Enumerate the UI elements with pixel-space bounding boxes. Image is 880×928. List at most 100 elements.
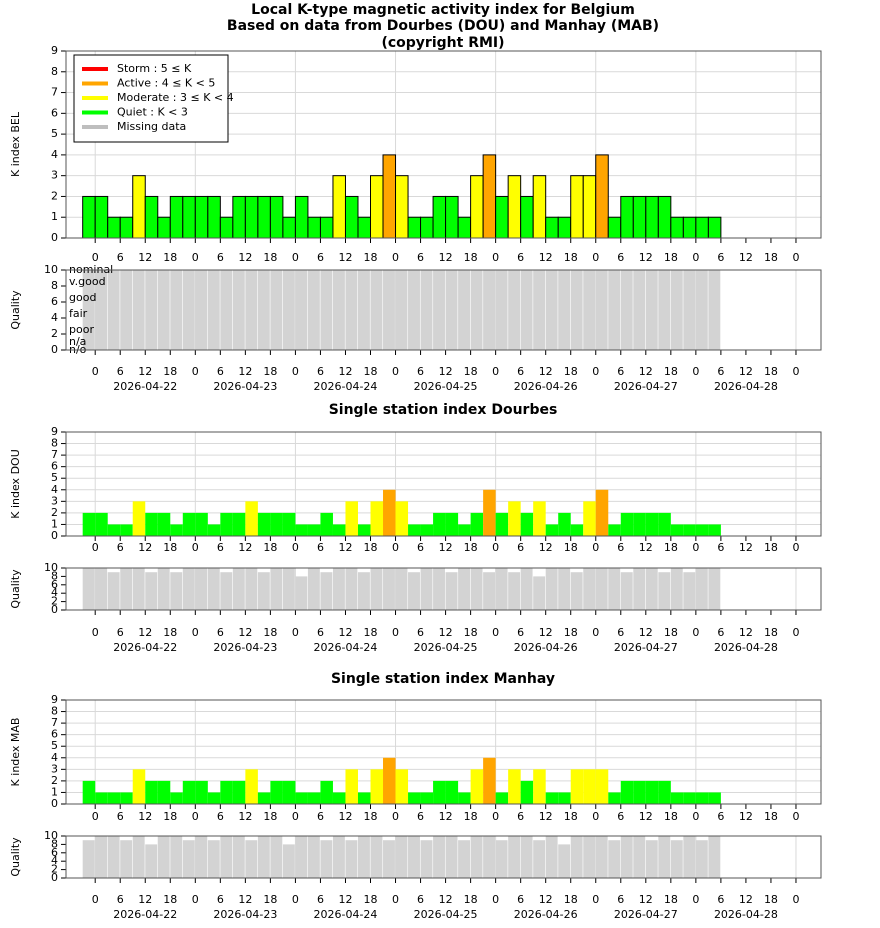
x-tick-label: 18 — [464, 541, 478, 554]
k-bar — [207, 792, 221, 804]
x-tick-label: 12 — [739, 626, 753, 639]
k-bar — [495, 512, 509, 536]
k-bar — [282, 216, 296, 239]
quality-bar — [695, 270, 708, 350]
x-tick-label: 12 — [238, 893, 252, 906]
quality-bar — [282, 844, 295, 878]
date-label: 2026-04-28 — [714, 641, 778, 654]
y-tick-label: 0 — [51, 603, 58, 616]
quality-bar — [608, 840, 621, 878]
k-bar — [370, 175, 384, 239]
y-tick-label: 0 — [51, 871, 58, 884]
quality-bar — [420, 568, 433, 610]
quality-bar — [458, 270, 471, 350]
k-bar — [620, 780, 634, 804]
k-bar — [420, 792, 434, 804]
quality-bar — [570, 836, 583, 878]
k-bar — [645, 195, 659, 239]
y-tick-label: 9 — [51, 425, 58, 438]
k-bar — [245, 769, 258, 804]
quality-level-label: good — [69, 291, 96, 304]
quality-bar — [558, 844, 571, 878]
x-tick-label: 0 — [492, 893, 499, 906]
k-bar — [483, 489, 496, 536]
k-bar — [708, 524, 721, 536]
legend-label: Missing data — [117, 120, 186, 133]
quality-bar — [683, 836, 696, 878]
quality-bar — [658, 270, 671, 350]
quality-bar — [157, 568, 170, 610]
k-bar — [170, 792, 183, 804]
quality-bar — [145, 844, 158, 878]
y-tick-label: 2 — [51, 863, 58, 876]
k-bar — [332, 524, 346, 536]
quality-bar — [257, 836, 270, 878]
quality-bar — [320, 270, 333, 350]
quality-bar — [558, 270, 571, 350]
x-tick-label: 6 — [517, 810, 524, 823]
x-tick-label: 6 — [517, 365, 524, 378]
quality-level-label: n/a — [69, 335, 86, 348]
quality-bar — [182, 840, 195, 878]
quality-bar — [645, 270, 658, 350]
k-bar — [658, 512, 671, 536]
x-tick-label: 6 — [517, 251, 524, 264]
x-tick-label: 0 — [292, 893, 299, 906]
x-tick-label: 0 — [592, 251, 599, 264]
y-tick-label: 6 — [51, 578, 58, 591]
y-tick-label: 8 — [51, 705, 58, 718]
quality-bar — [95, 568, 108, 610]
quality-bar — [470, 568, 483, 610]
quality-bar — [257, 270, 270, 350]
quality-bar — [332, 270, 345, 350]
x-tick-label: 6 — [717, 893, 724, 906]
x-tick-label: 12 — [439, 541, 453, 554]
x-tick-label: 6 — [617, 893, 624, 906]
x-tick-label: 0 — [692, 893, 699, 906]
x-tick-label: 0 — [592, 626, 599, 639]
x-tick-label: 12 — [338, 251, 352, 264]
quality-bar — [558, 568, 571, 610]
k-bar — [458, 524, 471, 536]
x-tick-label: 12 — [238, 810, 252, 823]
y-tick-label: 2 — [51, 189, 58, 202]
x-tick-label: 18 — [464, 893, 478, 906]
x-tick-label: 18 — [664, 251, 678, 264]
quality-bar — [645, 840, 658, 878]
x-tick-label: 12 — [238, 626, 252, 639]
quality-bar — [195, 270, 208, 350]
x-tick-label: 0 — [392, 810, 399, 823]
k-bar — [232, 780, 246, 804]
x-tick-label: 12 — [238, 365, 252, 378]
x-tick-label: 12 — [138, 365, 152, 378]
k-bar — [107, 216, 121, 239]
x-tick-label: 12 — [439, 810, 453, 823]
x-tick-label: 18 — [263, 626, 277, 639]
y-tick-label: 5 — [51, 471, 58, 484]
y-tick-label: 10 — [44, 561, 58, 574]
quality-bar — [620, 270, 633, 350]
y-tick-label: 6 — [51, 460, 58, 473]
y-tick-label: 4 — [51, 483, 58, 496]
quality-bar — [120, 568, 133, 610]
x-tick-label: 0 — [92, 810, 99, 823]
k-bar — [532, 175, 547, 239]
x-tick-label: 12 — [539, 365, 553, 378]
x-tick-label: 0 — [492, 626, 499, 639]
date-label: 2026-04-24 — [314, 380, 378, 393]
x-tick-label: 12 — [439, 251, 453, 264]
quality-bar — [633, 836, 646, 878]
x-tick-label: 18 — [764, 626, 778, 639]
k-bar — [620, 512, 634, 536]
k-bar — [570, 769, 584, 804]
y-axis-label: K index MAB — [9, 718, 22, 787]
x-tick-label: 18 — [664, 541, 678, 554]
x-tick-label: 0 — [692, 541, 699, 554]
x-tick-label: 6 — [617, 626, 624, 639]
quality-bar — [520, 270, 533, 350]
quality-bar — [232, 270, 245, 350]
x-tick-label: 0 — [192, 541, 199, 554]
x-tick-label: 6 — [417, 251, 424, 264]
quality-bar — [307, 270, 320, 350]
x-tick-label: 18 — [564, 251, 578, 264]
